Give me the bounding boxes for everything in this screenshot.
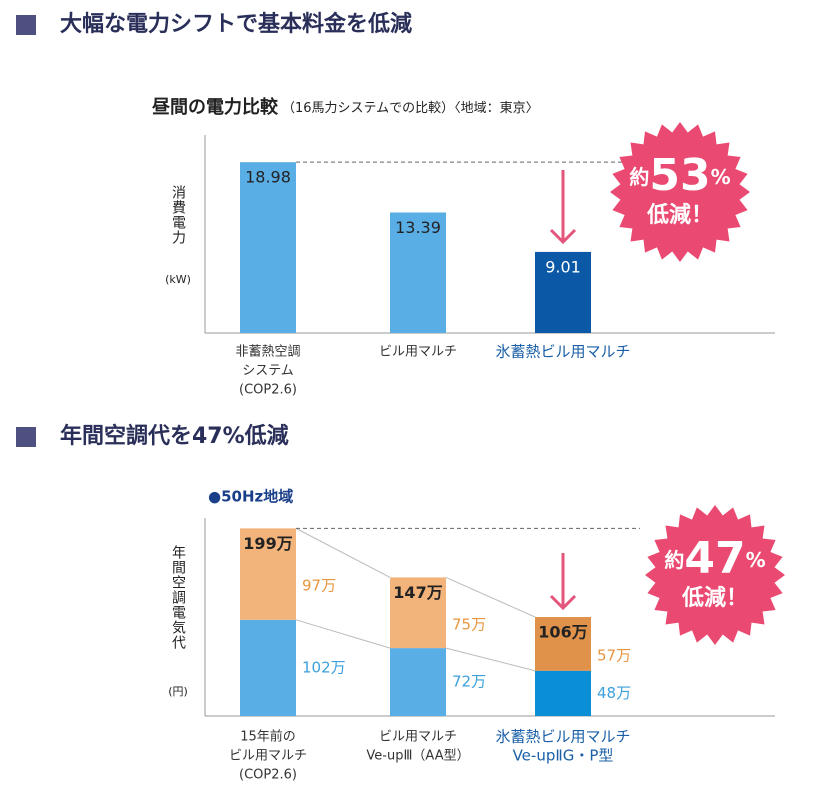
value-label: 48万 (597, 684, 631, 702)
callout-number: 53 (649, 150, 710, 201)
connector (445, 647, 536, 672)
chart-subtitle: （16馬力システムでの比較）〈地域：東京〉 (282, 100, 539, 116)
callout-value: 約53% (629, 150, 730, 201)
bar-segment (535, 617, 591, 671)
value-label: 13.39 (395, 218, 441, 237)
value-label: 102万 (302, 658, 346, 676)
x-tick-label: 氷蓄熱ビル用マルチ (495, 728, 630, 746)
chart-title-text: 昼間の電力比較 (152, 96, 279, 118)
value-label: 18.98 (245, 168, 291, 187)
callout-unit: % (746, 548, 766, 572)
callout-prefix: 約 (664, 548, 684, 572)
callout-burst (645, 505, 785, 645)
x-tick-label: Ve-upⅢ（AA型） (366, 749, 469, 764)
bar-segment (390, 577, 446, 649)
callout-prefix: 約 (629, 165, 649, 189)
connector (295, 527, 391, 578)
bar-segment (240, 619, 296, 716)
chart-title: 昼間の電力比較 （16馬力システムでの比較）〈地域：東京〉 (152, 96, 539, 118)
x-tick-label: 非蓄熱空調 (235, 345, 300, 360)
x-tick-label: 15年前の (240, 729, 296, 745)
chart-title: ●50Hz地域 (208, 488, 293, 506)
total-label: 147万 (393, 583, 442, 602)
x-tick-label: 氷蓄熱ビル用マルチ (495, 343, 630, 361)
bar (535, 251, 591, 333)
y-axis-label: 年間空調電気代 (170, 545, 186, 650)
x-tick-label: Ve-upⅡG・P型 (513, 747, 614, 765)
callout-value: 約47% (664, 533, 765, 584)
x-tick-label: ビル用マルチ (379, 345, 457, 360)
value-label: 75万 (452, 615, 486, 633)
connector (295, 619, 391, 649)
heading-marker (16, 427, 36, 447)
y-axis-unit: (kW) (165, 273, 191, 286)
bar-segment (240, 528, 296, 620)
x-tick-label: ビル用マルチ (229, 749, 307, 764)
y-axis-unit: (円) (168, 685, 188, 698)
bar (390, 212, 446, 333)
x-tick-label: システム (242, 364, 294, 379)
x-tick-label: (COP2.6) (239, 768, 297, 783)
section-heading: 年間空調代を47%低減 (60, 423, 289, 449)
callout-text: 低減！ (646, 203, 713, 228)
value-label: 72万 (452, 673, 486, 691)
x-tick-label: ビル用マルチ (379, 730, 457, 745)
total-label: 199万 (243, 534, 292, 553)
x-tick-label: (COP2.6) (239, 383, 297, 398)
callout-number: 47 (684, 533, 745, 584)
y-axis-label: 消費電力 (170, 185, 186, 245)
callout-text: 低減！ (681, 586, 748, 611)
value-label: 97万 (302, 577, 336, 595)
callout-burst (610, 122, 750, 262)
arrow-head (549, 594, 577, 611)
callout-unit: % (711, 165, 731, 189)
arrow-head (549, 228, 577, 245)
bar-segment (390, 648, 446, 716)
bar-segment (535, 670, 591, 716)
value-label: 9.01 (545, 257, 581, 276)
value-label: 57万 (597, 646, 631, 664)
total-label: 106万 (538, 623, 587, 642)
connector (445, 576, 536, 618)
heading-marker (16, 15, 36, 35)
bar (240, 162, 296, 333)
section-heading: 大幅な電力シフトで基本料金を低減 (60, 11, 412, 37)
